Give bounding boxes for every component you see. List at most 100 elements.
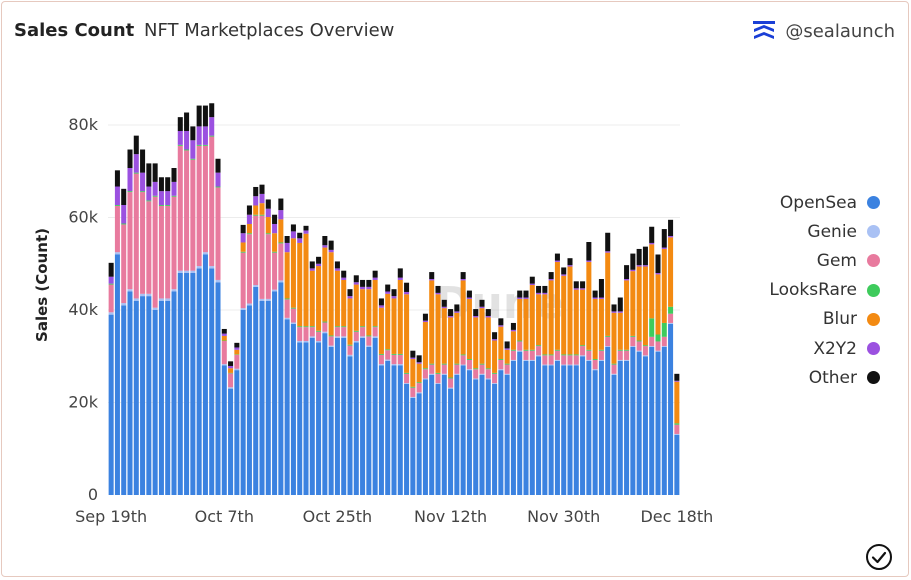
bar-segment-opensea xyxy=(523,360,529,496)
bar-stack xyxy=(523,290,529,496)
bar-segment-looksrare xyxy=(209,135,215,137)
bar-segment-opensea xyxy=(642,356,648,495)
bar-segment-looksrare xyxy=(202,144,208,146)
bar-segment-x2y2 xyxy=(611,311,617,313)
bar-segment-looksrare xyxy=(661,322,667,337)
bar-segment-gem xyxy=(341,327,347,337)
bar-segment-blur xyxy=(448,317,454,378)
bar-segment-other xyxy=(435,285,441,293)
bar-segment-blur xyxy=(385,293,391,350)
legend-item[interactable]: Genie xyxy=(740,217,880,246)
bar-segment-gem xyxy=(259,215,265,299)
bar-stack xyxy=(196,105,202,496)
bar-stack xyxy=(146,163,152,496)
bar-stack xyxy=(290,224,296,496)
bar-segment-x2y2 xyxy=(410,357,416,360)
bar-segment-genie xyxy=(290,322,296,324)
bar-segment-opensea xyxy=(328,347,334,495)
bar-segment-other xyxy=(152,163,158,182)
bar-segment-opensea xyxy=(215,282,221,495)
bar-segment-genie xyxy=(385,359,391,361)
bar-segment-other xyxy=(228,361,234,366)
bar-segment-blur xyxy=(309,270,315,327)
bar-segment-gem xyxy=(353,331,359,341)
legend-item[interactable]: Gem xyxy=(740,246,880,275)
brand-link[interactable]: @sealaunch xyxy=(753,20,895,42)
bar-segment-x2y2 xyxy=(479,306,485,309)
bar-segment-gem xyxy=(278,243,284,281)
bar-segment-blur xyxy=(290,238,296,308)
legend-item[interactable]: Other xyxy=(740,363,880,392)
bar-segment-genie xyxy=(366,345,372,347)
bar-segment-gem xyxy=(460,355,466,365)
bar-segment-opensea xyxy=(529,360,535,496)
bar-segment-x2y2 xyxy=(140,172,146,192)
bar-segment-genie xyxy=(372,336,378,338)
bar-segment-other xyxy=(133,135,139,155)
legend-item[interactable]: X2Y2 xyxy=(740,334,880,363)
bar-segment-looksrare xyxy=(674,423,680,425)
bar-segment-looksrare xyxy=(454,363,460,365)
check-circle-icon[interactable] xyxy=(865,543,893,571)
bar-segment-blur xyxy=(316,266,322,331)
bar-segment-looksrare xyxy=(567,354,573,356)
sealaunch-logo-icon xyxy=(753,21,776,39)
bar-segment-opensea xyxy=(209,268,215,496)
bar-segment-other xyxy=(328,240,334,250)
bar-segment-opensea xyxy=(435,384,441,495)
bar-segment-other xyxy=(215,158,221,173)
bar-segment-genie xyxy=(240,308,246,310)
bar-segment-looksrare xyxy=(353,330,359,332)
bar-segment-x2y2 xyxy=(504,348,510,350)
bar-segment-opensea xyxy=(479,374,485,495)
bar-stack xyxy=(353,275,359,496)
bar-segment-x2y2 xyxy=(309,268,315,271)
bar-segment-genie xyxy=(341,336,347,338)
bar-segment-other xyxy=(554,253,560,261)
bar-segment-looksrare xyxy=(303,326,309,328)
bar-segment-gem xyxy=(152,196,158,308)
bar-segment-gem xyxy=(322,322,328,332)
bar-segment-looksrare xyxy=(492,372,498,374)
bar-segment-blur xyxy=(617,312,623,350)
bar-segment-other xyxy=(492,332,498,340)
bar-segment-x2y2 xyxy=(517,297,523,299)
bar-segment-x2y2 xyxy=(466,297,472,299)
bar-segment-gem xyxy=(347,345,353,355)
bar-segment-other xyxy=(121,188,127,206)
bar-segment-other xyxy=(303,225,309,231)
bar-segment-opensea xyxy=(592,370,598,496)
legend-item[interactable]: LooksRare xyxy=(740,276,880,305)
bar-segment-opensea xyxy=(347,356,353,495)
legend-swatch xyxy=(867,371,880,385)
bar-segment-looksrare xyxy=(309,326,315,328)
bar-stack xyxy=(309,261,315,495)
bar-segment-x2y2 xyxy=(372,277,378,280)
bar-segment-other xyxy=(567,258,573,266)
legend-item[interactable]: Blur xyxy=(740,305,880,334)
y-tick-label: 60k xyxy=(68,208,98,227)
bar-segment-x2y2 xyxy=(165,191,171,206)
bar-segment-gem xyxy=(573,355,579,365)
bar-segment-blur xyxy=(492,340,498,373)
bar-segment-other xyxy=(353,275,359,283)
legend-item[interactable]: OpenSea xyxy=(740,188,880,217)
bar-segment-blur xyxy=(328,252,334,336)
bar-segment-x2y2 xyxy=(422,320,428,323)
bar-segment-genie xyxy=(158,298,164,301)
bar-segment-other xyxy=(580,281,586,289)
bar-segment-genie xyxy=(460,364,466,366)
bar-segment-gem xyxy=(177,145,183,271)
bar-segment-looksrare xyxy=(611,363,617,365)
bar-segment-gem xyxy=(303,327,309,341)
bar-segment-looksrare xyxy=(334,326,340,328)
bar-segment-opensea xyxy=(322,333,328,496)
bar-segment-genie xyxy=(454,373,460,375)
bar-stack xyxy=(278,198,284,495)
bar-segment-other xyxy=(221,328,227,334)
bar-segment-genie xyxy=(397,364,403,366)
bar-segment-genie xyxy=(630,346,636,347)
legend-label: Genie xyxy=(807,221,857,242)
bar-segment-opensea xyxy=(611,374,617,495)
bar-segment-looksrare xyxy=(341,326,347,328)
